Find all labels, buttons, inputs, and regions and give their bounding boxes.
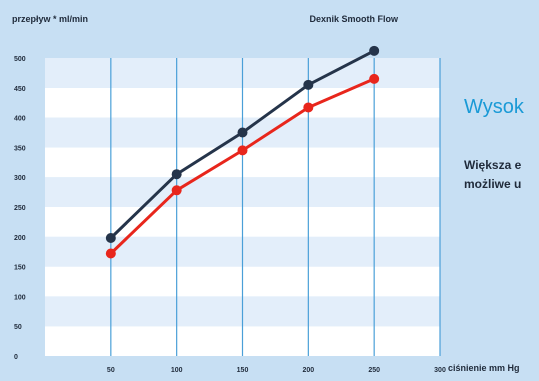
y-tick-label: 200 (14, 235, 26, 242)
y-axis-label: przepływ * ml/min (12, 14, 88, 24)
y-tick-label: 250 (14, 205, 26, 212)
series-2-point (237, 145, 248, 156)
series-1-point (237, 127, 248, 138)
y-tick-label: 350 (14, 145, 26, 152)
side-body-text: Większa e możliwe u (464, 156, 521, 194)
y-tick-label: 500 (14, 56, 26, 63)
series-2-point (369, 73, 380, 84)
y-tick-label: 300 (14, 175, 26, 182)
y-tick-label: 50 (14, 324, 22, 331)
side-body-line-2: możliwe u (464, 177, 522, 191)
x-tick-label: 300 (434, 367, 446, 374)
x-axis-label: ciśnienie mm Hg (448, 363, 520, 373)
y-tick-label: 100 (14, 294, 26, 301)
x-tick-labels: 50 100 150 200 250 300 (107, 367, 446, 374)
y-tick-label: 450 (14, 86, 26, 93)
x-tick-label: 200 (302, 367, 314, 374)
x-tick-label: 100 (171, 367, 183, 374)
x-tick-label: 250 (368, 367, 380, 374)
side-body-line-1: Większa e (464, 158, 522, 172)
x-tick-label: 150 (237, 367, 249, 374)
chart-title: Dexnik Smooth Flow (309, 14, 399, 24)
series-1-point (105, 232, 116, 243)
y-tick-labels: 0 50 100 150 200 250 300 350 400 450 500 (14, 56, 26, 361)
series-2-point (303, 102, 314, 113)
side-heading: Wysok (464, 96, 524, 118)
series-2-point (105, 248, 116, 259)
x-tick-label: 50 (107, 367, 115, 374)
series-1-point (369, 45, 380, 56)
y-tick-label: 150 (14, 265, 26, 272)
series-1-point (171, 169, 182, 180)
series-lines (105, 45, 380, 259)
y-tick-label: 400 (14, 116, 26, 123)
y-tick-label: 0 (14, 354, 18, 361)
series-2-point (171, 185, 182, 196)
series-1-point (303, 79, 314, 90)
